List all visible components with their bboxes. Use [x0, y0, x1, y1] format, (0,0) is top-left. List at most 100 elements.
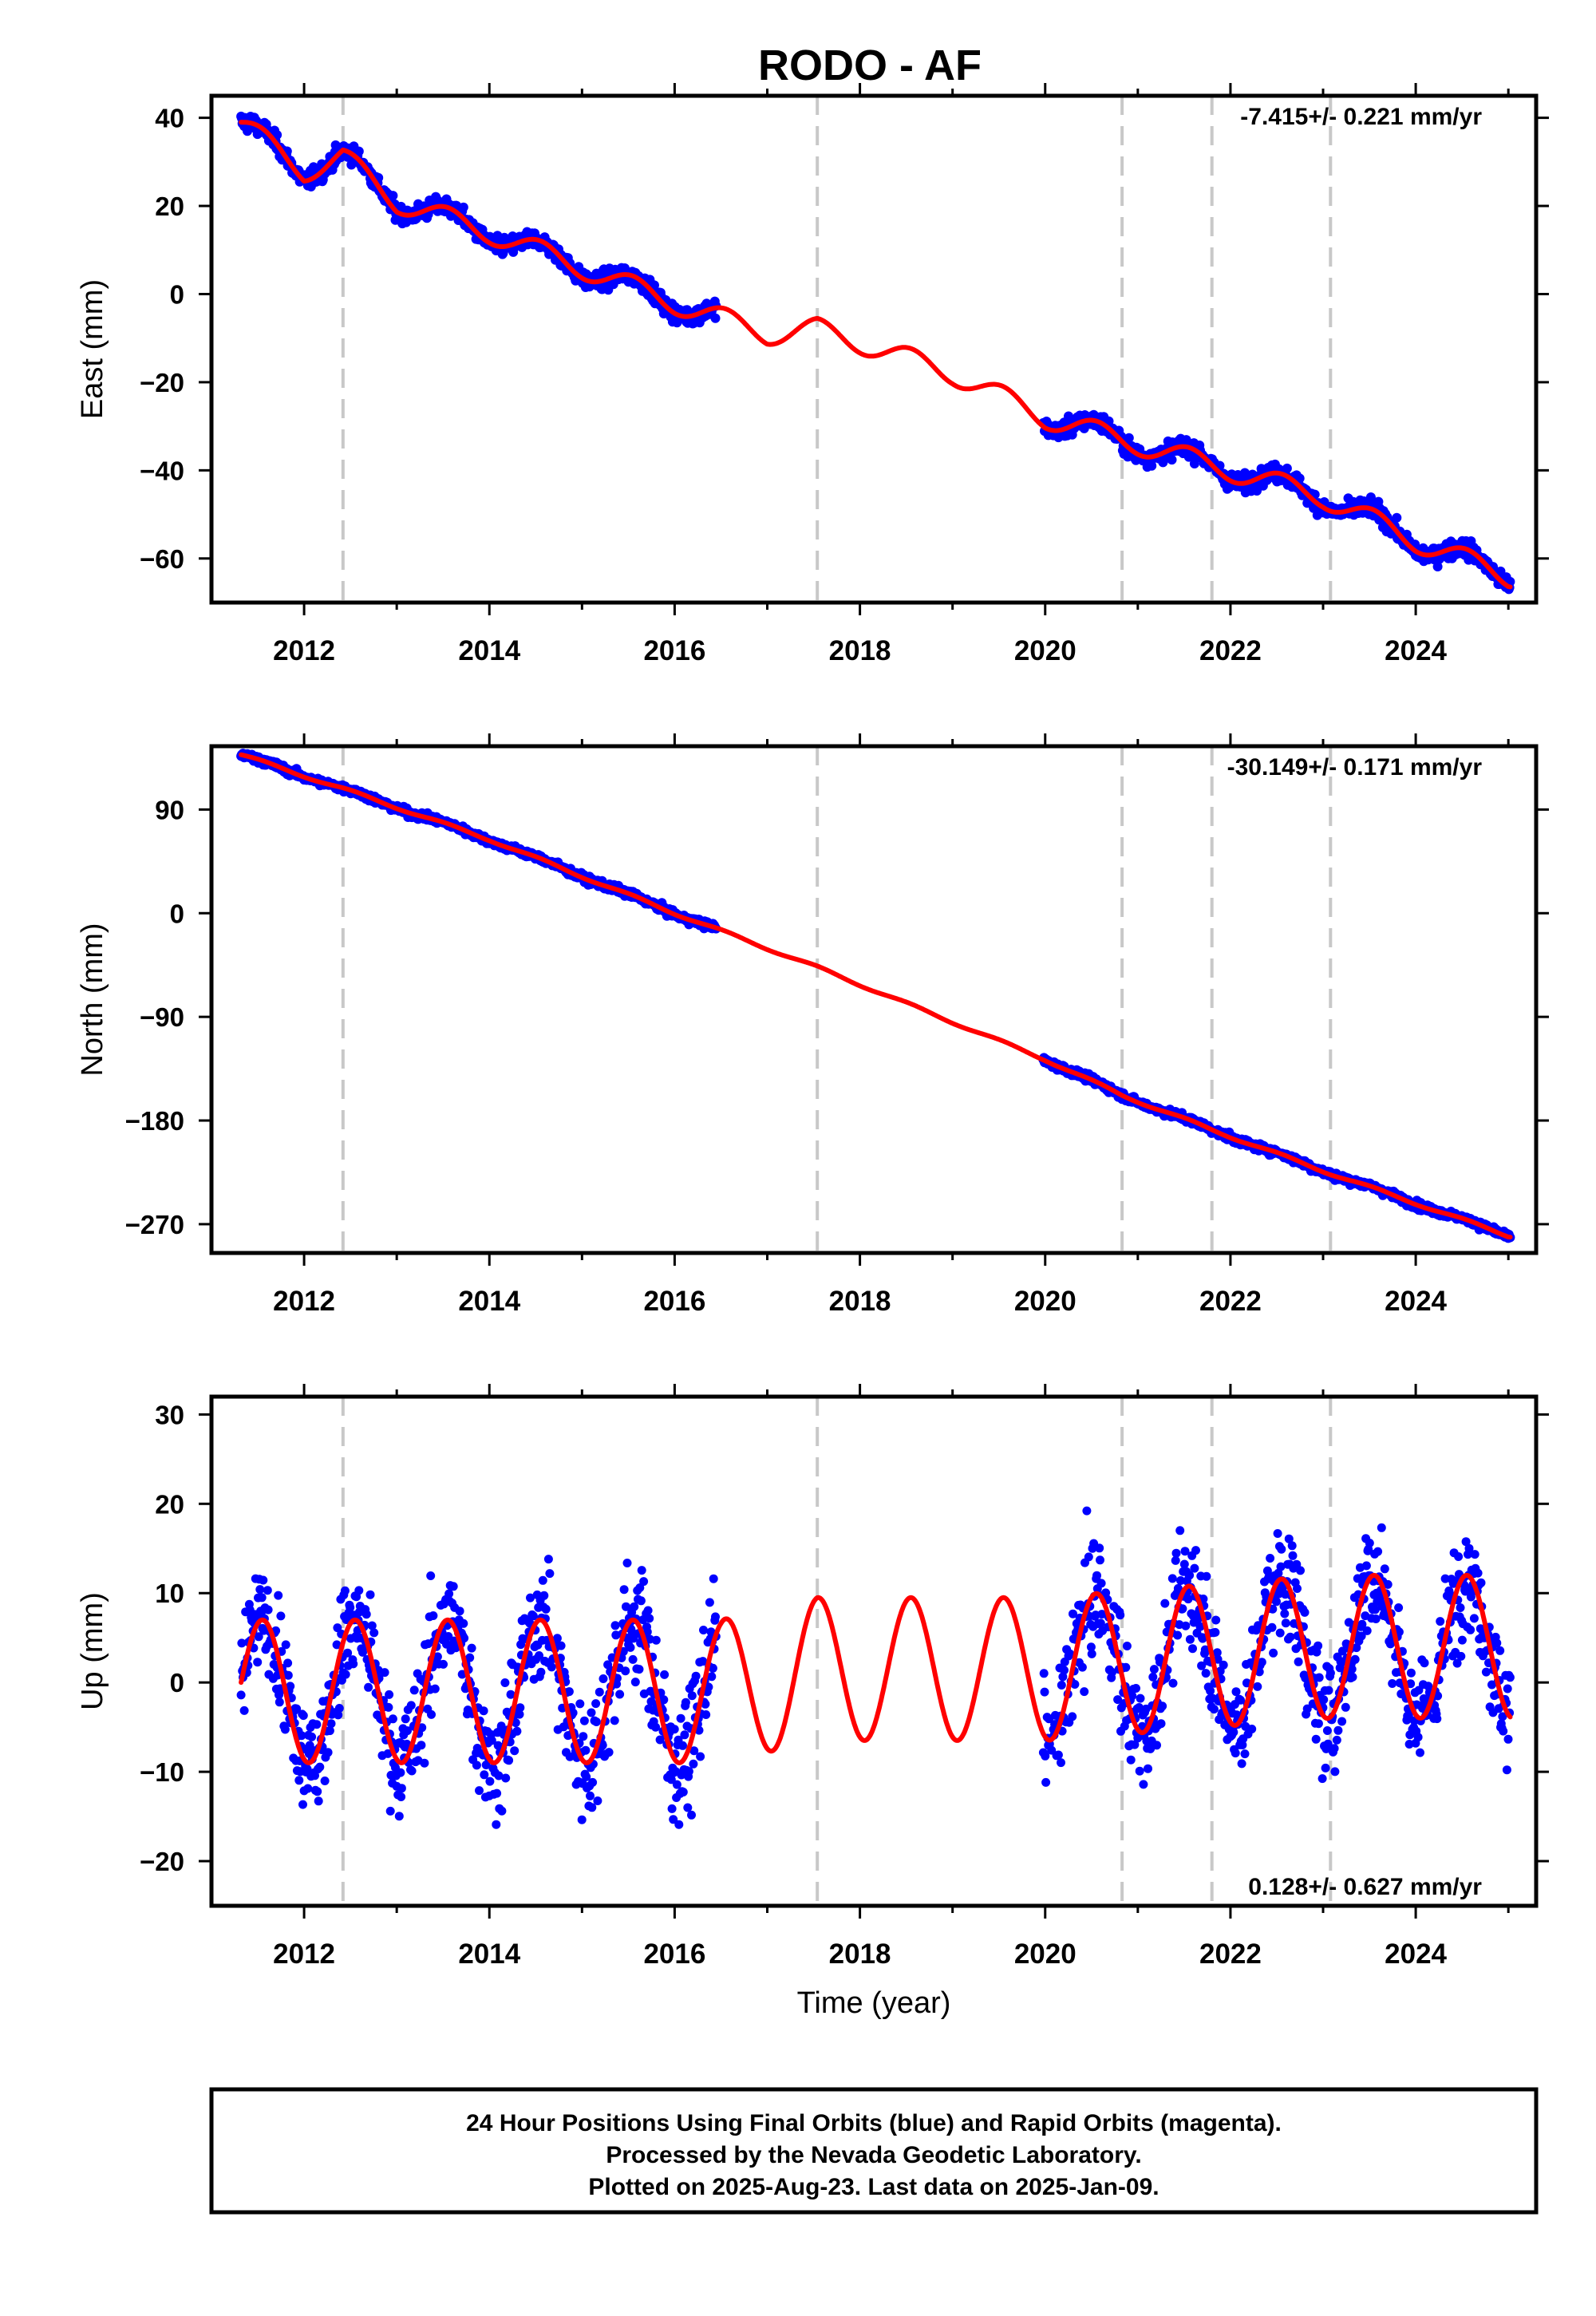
up-point-524: [586, 1791, 595, 1800]
east-point-1142: [1282, 463, 1292, 473]
up-point-1174: [1341, 1702, 1350, 1712]
east-point-1162: [1294, 473, 1305, 484]
up-point-459: [541, 1604, 551, 1614]
up-point-93: [298, 1800, 307, 1809]
up-point-562: [610, 1621, 620, 1630]
up-point-41: [263, 1586, 272, 1595]
up-point-682: [689, 1759, 698, 1769]
up-point-799: [1096, 1618, 1105, 1628]
up-point-1287: [1416, 1748, 1424, 1757]
up-point-126: [320, 1777, 330, 1785]
up-xlabel: Time (year): [797, 1986, 951, 2020]
up-point-1376: [1473, 1568, 1483, 1578]
up-point-1230: [1377, 1523, 1386, 1532]
up-point-577: [621, 1666, 630, 1676]
north-ytick-label-2: −90: [140, 1002, 184, 1032]
up-point-191: [361, 1610, 371, 1619]
up-point-259: [407, 1766, 417, 1776]
up-point-312: [444, 1589, 454, 1599]
up-point-613: [643, 1606, 653, 1615]
east-point-353: [458, 202, 468, 212]
up-point-897: [1160, 1599, 1170, 1608]
up-point-1410: [1495, 1646, 1505, 1655]
up-point-797: [1095, 1543, 1104, 1553]
up-point-510: [575, 1699, 585, 1709]
up-point-891: [1156, 1719, 1166, 1729]
up-point-925: [1179, 1559, 1189, 1569]
up-point-513: [577, 1815, 587, 1824]
up-point-1381: [1476, 1578, 1486, 1587]
up-point-650: [667, 1804, 677, 1813]
up-point-1158: [1330, 1767, 1340, 1777]
north-xtick-label-5: 2022: [1199, 1286, 1262, 1317]
north-ytick-label-1: 0: [170, 899, 184, 928]
up-point-1006: [1231, 1749, 1240, 1758]
up-point-528: [588, 1777, 598, 1787]
up-point-1405: [1492, 1638, 1502, 1648]
up-point-919: [1175, 1526, 1185, 1535]
up-point-661: [674, 1820, 684, 1829]
up-point-250: [401, 1714, 410, 1724]
up-point-793: [1092, 1571, 1101, 1580]
up-point-1422: [1503, 1734, 1513, 1744]
up-point-382: [492, 1820, 501, 1829]
up-point-1207: [1361, 1561, 1371, 1571]
east-point-1381: [1432, 562, 1443, 571]
up-point-603: [637, 1566, 646, 1575]
up-point-638: [660, 1670, 670, 1679]
up-point-1275: [1406, 1668, 1416, 1678]
up-point-462: [543, 1555, 553, 1564]
up-point-679: [687, 1810, 696, 1820]
up-point-853: [1132, 1684, 1140, 1693]
up-point-717: [711, 1612, 720, 1622]
up-xtick-label-3: 2018: [829, 1939, 891, 1970]
up-ytick-label-2: 10: [155, 1579, 184, 1608]
up-point-276: [420, 1758, 429, 1768]
up-point-533: [591, 1717, 601, 1726]
up-point-535: [593, 1796, 602, 1805]
up-point-933: [1185, 1571, 1195, 1580]
up-xtick-label-4: 2020: [1014, 1939, 1077, 1970]
up-point-34: [259, 1575, 268, 1585]
up-point-225: [385, 1690, 394, 1699]
up-point-974: [1211, 1627, 1220, 1637]
up-ytick-label-0: 30: [155, 1400, 184, 1429]
up-point-515: [579, 1732, 588, 1741]
up-point-602: [636, 1596, 646, 1606]
up-point-908: [1167, 1574, 1177, 1583]
up-point-179: [354, 1586, 364, 1595]
up-point-32: [257, 1593, 267, 1603]
up-point-219: [380, 1668, 389, 1678]
up-point-676: [684, 1767, 693, 1777]
up-point-1104: [1296, 1566, 1305, 1575]
up-point-0: [236, 1690, 246, 1700]
up-point-839: [1122, 1642, 1132, 1650]
up-point-1349: [1456, 1603, 1465, 1612]
up-point-286: [427, 1709, 436, 1719]
up-point-552: [604, 1748, 614, 1757]
up-point-396: [500, 1678, 510, 1687]
up-point-243: [397, 1792, 406, 1801]
up-point-669: [680, 1730, 689, 1740]
up-point-674: [683, 1803, 693, 1812]
up-point-242: [396, 1768, 405, 1777]
up-point-366: [480, 1770, 489, 1780]
east-point-891: [1124, 433, 1134, 443]
up-ytick-label-1: 20: [155, 1489, 184, 1519]
up-point-194: [364, 1682, 373, 1692]
up-point-828: [1116, 1611, 1125, 1620]
up-point-1425: [1505, 1673, 1515, 1682]
up-point-1151: [1325, 1668, 1335, 1678]
up-point-615: [645, 1614, 654, 1623]
up-point-170: [349, 1659, 358, 1669]
up-ytick-label-5: −20: [140, 1847, 184, 1876]
up-model-curve: [239, 1572, 1513, 1765]
up-point-1007: [1231, 1687, 1241, 1697]
up-point-1294: [1420, 1658, 1429, 1668]
up-point-335: [459, 1618, 468, 1628]
up-point-231: [388, 1714, 397, 1724]
up-point-157: [340, 1586, 350, 1595]
up-point-224: [384, 1702, 393, 1712]
up-point-1063: [1269, 1648, 1278, 1658]
east-ytick-label-3: −20: [140, 368, 184, 397]
